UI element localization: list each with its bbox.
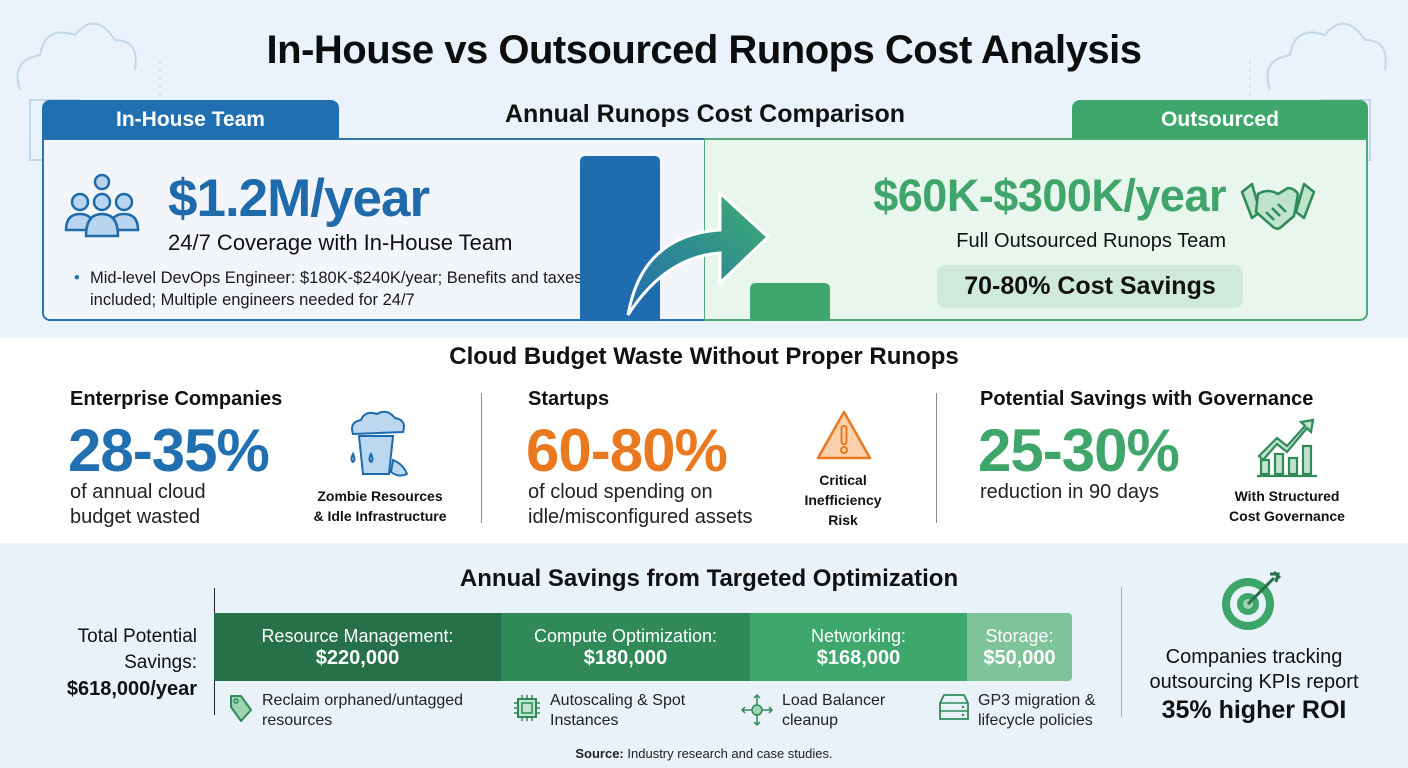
- leaky-bucket-icon: [350, 410, 409, 477]
- source-label: Source:: [575, 746, 624, 761]
- desc-line: budget wasted: [70, 506, 201, 528]
- outsourced-cost-bar: [750, 283, 830, 321]
- total-label: Total Potential: [77, 626, 197, 647]
- roi-text: Companies tracking outsourcing KPIs repo…: [1149, 646, 1359, 693]
- storage-icon: [939, 694, 969, 720]
- tab-outsourced: Outsourced: [1072, 100, 1368, 140]
- target-icon: [1222, 570, 1282, 630]
- handshake-icon: [1240, 182, 1316, 230]
- segment-value: $180,000: [583, 647, 668, 669]
- network-arrows-icon: [740, 693, 774, 727]
- savings-description: reduction in 90 days: [980, 480, 1159, 505]
- source-text: Industry research and case studies.: [627, 746, 833, 761]
- waste-column-enterprise: Enterprise Companies 28-35% of annual cl…: [68, 388, 470, 530]
- roi-value: 35% higher ROI: [1161, 696, 1347, 724]
- tab-in-house: In-House Team: [42, 100, 339, 140]
- in-house-subtitle: 24/7 Coverage with In-House Team: [168, 230, 513, 255]
- segment-resource-management: Resource Management: $220,000: [214, 613, 501, 681]
- comparison-title: Annual Runops Cost Comparison: [505, 100, 905, 128]
- note-line: Critical: [819, 472, 867, 488]
- savings-stacked-bar: Resource Management: $220,000 Compute Op…: [214, 613, 1072, 681]
- segment-value: $220,000: [315, 647, 400, 669]
- segment-label: Resource Management:: [261, 626, 454, 646]
- note-line: Cost Governance: [1229, 508, 1345, 524]
- waste-description: of cloud spending on idle/misconfigured …: [528, 480, 753, 530]
- waste-description: of annual cloud budget wasted: [70, 480, 206, 530]
- segment-value: $50,000: [983, 647, 1056, 669]
- cost-savings-badge: 70-80% Cost Savings: [937, 265, 1243, 308]
- legend-text: GP3 migration & lifecycle policies: [978, 692, 1096, 729]
- legend-item-resource: Reclaim orphaned/untagged resources: [228, 691, 498, 731]
- note-line: Risk: [828, 512, 858, 528]
- segment-networking: Networking: $168,000: [750, 613, 967, 681]
- waste-title: Cloud Budget Waste Without Proper Runops: [449, 343, 959, 370]
- column-divider: [481, 393, 482, 523]
- legend-text: Reclaim orphaned/untagged resources: [262, 692, 464, 729]
- segment-storage: Storage: $50,000: [967, 613, 1072, 681]
- transition-arrow-icon: [626, 189, 771, 316]
- desc-line: idle/misconfigured assets: [528, 506, 753, 528]
- outsourced-subtitle: Full Outsourced Runops Team: [956, 230, 1226, 252]
- in-house-cost-bar: [580, 156, 660, 321]
- column-heading: Startups: [528, 388, 610, 410]
- total-label: Savings:: [124, 652, 197, 673]
- team-icon: [64, 173, 140, 238]
- waste-background: [0, 338, 1408, 543]
- outsourced-cost: $60K-$300K/year: [873, 170, 1226, 221]
- column-divider: [936, 393, 937, 523]
- waste-column-governance: Potential Savings with Governance 25-30%…: [978, 388, 1380, 528]
- page-title: In-House vs Outsourced Runops Cost Analy…: [266, 28, 1142, 72]
- optimization-title: Annual Savings from Targeted Optimizatio…: [459, 565, 959, 592]
- column-heading: Enterprise Companies: [70, 388, 283, 410]
- waste-note: Critical Inefficiency Risk: [778, 470, 908, 530]
- desc-line: of cloud spending on: [528, 481, 713, 503]
- total-value: $618,000/year: [66, 678, 197, 700]
- total-savings: Total Potential Savings: $618,000/year: [20, 624, 197, 703]
- savings-percentage: 25-30%: [978, 417, 1180, 484]
- legend-text: Autoscaling & Spot Instances: [550, 692, 686, 729]
- segment-label: Compute Optimization:: [533, 626, 718, 646]
- segment-label: Networking:: [810, 626, 907, 646]
- waste-note: Zombie Resources & Idle Infrastructure: [305, 486, 455, 526]
- note-line: & Idle Infrastructure: [313, 508, 447, 524]
- waste-percentage: 28-35%: [68, 417, 270, 484]
- tag-icon: [230, 695, 252, 722]
- outsourced-panel: $60K-$300K/year Full Outsourced Runops T…: [704, 138, 1368, 321]
- chip-icon: [514, 695, 540, 721]
- source-note: Source: Industry research and case studi…: [0, 746, 1408, 761]
- legend-item-networking: Load Balancer cleanup: [740, 691, 920, 731]
- note-line: Inefficiency: [804, 492, 882, 508]
- growth-chart-icon: [1257, 418, 1317, 478]
- segment-value: $168,000: [816, 647, 901, 669]
- warning-icon: [816, 410, 872, 460]
- roi-divider: [1121, 587, 1122, 717]
- legend-item-compute: Autoscaling & Spot Instances: [512, 691, 732, 731]
- roi-stat: Companies tracking outsourcing KPIs repo…: [1140, 645, 1368, 723]
- savings-note: With Structured Cost Governance: [1212, 486, 1362, 526]
- segment-compute-optimization: Compute Optimization: $180,000: [501, 613, 750, 681]
- legend-text: Load Balancer cleanup: [782, 692, 886, 729]
- waste-column-startups: Startups 60-80% of cloud spending on idl…: [526, 388, 928, 530]
- note-line: Zombie Resources: [317, 488, 443, 504]
- desc-line: reduction in 90 days: [980, 481, 1160, 503]
- desc-line: of annual cloud: [70, 481, 206, 503]
- column-heading: Potential Savings with Governance: [980, 388, 1314, 410]
- legend-item-storage: GP3 migration & lifecycle policies: [938, 691, 1118, 731]
- segment-label: Storage:: [985, 626, 1054, 646]
- note-line: With Structured: [1234, 488, 1340, 504]
- in-house-bullet: Mid-level DevOps Engineer: $180K-$240K/y…: [72, 267, 592, 311]
- in-house-cost: $1.2M/year: [168, 169, 430, 228]
- waste-percentage: 60-80%: [526, 417, 728, 484]
